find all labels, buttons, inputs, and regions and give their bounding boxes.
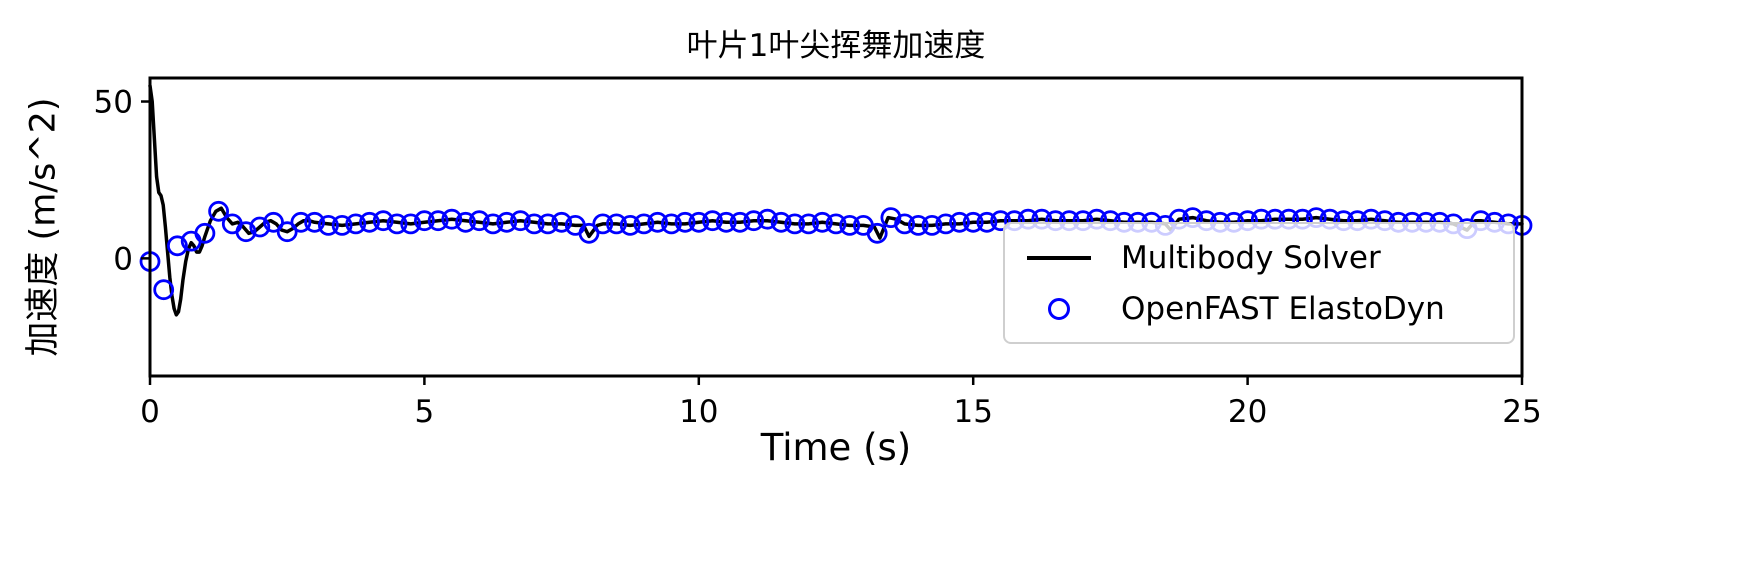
svg-text:0: 0 <box>140 394 160 430</box>
svg-text:10: 10 <box>679 394 718 430</box>
chart-title: 叶片1叶尖挥舞加速度 <box>686 28 986 64</box>
svg-text:15: 15 <box>953 394 992 430</box>
x-axis-label: Time (s) <box>760 426 912 469</box>
legend-item-multibody-solver: Multibody Solver <box>1023 240 1495 276</box>
svg-text:50: 50 <box>94 85 133 121</box>
legend-label-multibody-solver: Multibody Solver <box>1121 239 1381 276</box>
svg-text:0: 0 <box>113 241 133 277</box>
legend-label-openfast-elastodyn: OpenFAST ElastoDyn <box>1121 290 1445 327</box>
svg-text:5: 5 <box>415 394 435 430</box>
legend: Multibody Solver OpenFAST ElastoDyn <box>1003 222 1515 344</box>
legend-item-openfast-elastodyn: OpenFAST ElastoDyn <box>1023 291 1495 327</box>
svg-text:20: 20 <box>1228 394 1267 430</box>
circle-marker-icon <box>1023 296 1095 322</box>
svg-text:25: 25 <box>1502 394 1541 430</box>
line-swatch-icon <box>1023 245 1095 271</box>
